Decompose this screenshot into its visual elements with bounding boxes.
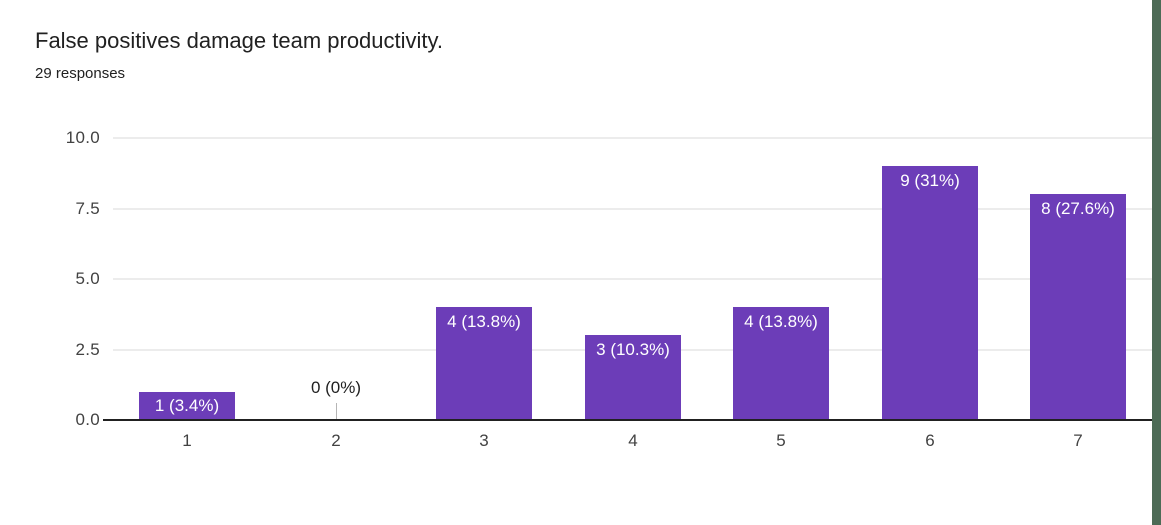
y-tick-label: 7.5	[75, 198, 100, 218]
y-tick-label: 5.0	[75, 269, 100, 288]
x-tick-label: 2	[331, 431, 341, 450]
bar-value-label: 9 (31%)	[900, 171, 960, 190]
y-tick-label: 2.5	[75, 339, 100, 359]
gridline	[113, 278, 1152, 280]
bar-value-label: 3 (10.3%)	[596, 340, 670, 359]
bar	[882, 166, 978, 419]
question-title: False positives damage team productivity…	[35, 28, 443, 53]
bar-value-label: 4 (13.8%)	[447, 312, 521, 331]
x-tick-label: 1	[182, 431, 192, 450]
bar	[585, 335, 681, 419]
bar-value-label: 8 (27.6%)	[1041, 199, 1115, 218]
y-tick-label: 0.0	[75, 410, 100, 429]
response-count: 29 responses	[35, 65, 126, 82]
bar	[139, 392, 235, 419]
x-tick-label: 7	[1073, 431, 1083, 450]
zero-tick-stub	[336, 403, 337, 419]
bar	[733, 307, 829, 419]
x-tick-label: 3	[479, 431, 489, 450]
x-tick-label: 4	[628, 431, 638, 450]
bar	[1030, 194, 1126, 419]
bar-value-label: 4 (13.8%)	[744, 312, 818, 331]
bar-value-label: 0 (0%)	[310, 378, 362, 397]
gridline	[113, 207, 1152, 210]
x-tick-label: 5	[776, 431, 786, 450]
bar	[436, 307, 532, 419]
y-tick-label: 10.0	[65, 128, 100, 147]
x-axis-line	[103, 419, 1152, 421]
x-tick-label: 6	[925, 431, 935, 450]
bar-value-label: 1 (3.4%)	[154, 396, 220, 415]
gridline	[113, 137, 1152, 139]
right-edge-stripe	[1152, 0, 1161, 525]
